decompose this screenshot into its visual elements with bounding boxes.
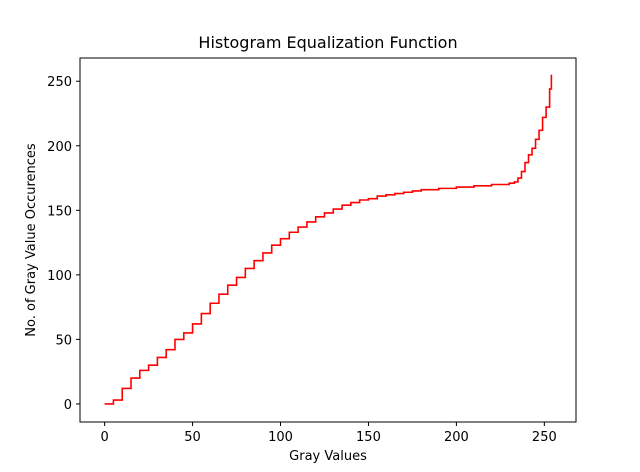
series-line: [104, 74, 553, 405]
y-tick-label: 50: [55, 333, 72, 348]
y-tick-label: 150: [47, 204, 72, 219]
axis-ticks: 0 50 100 150 200 250 0 50 100 150 200 250: [47, 75, 557, 445]
y-tick-label: 0: [64, 398, 72, 413]
chart-title: Histogram Equalization Function: [198, 33, 457, 52]
plot-frame: [79, 57, 577, 423]
y-tick-label: 100: [47, 269, 72, 284]
x-tick-label: 150: [356, 430, 381, 445]
y-tick-label: 200: [47, 140, 72, 155]
x-tick-label: 250: [532, 430, 557, 445]
y-axis-label: No. of Gray Value Occurences: [24, 143, 39, 337]
plot-area: [104, 74, 553, 405]
y-tick-label: 250: [47, 75, 72, 90]
x-tick-label: 100: [268, 430, 293, 445]
x-tick-label: 200: [444, 430, 469, 445]
x-tick-label: 0: [100, 430, 108, 445]
x-axis-label: Gray Values: [289, 449, 367, 464]
x-tick-label: 50: [184, 430, 201, 445]
